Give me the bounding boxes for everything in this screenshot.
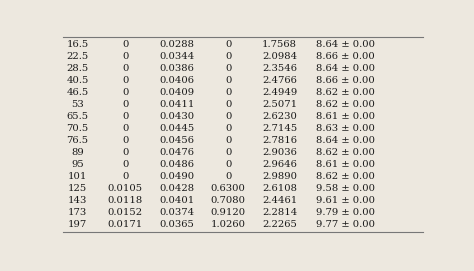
Text: 0.0486: 0.0486	[159, 160, 194, 169]
Text: 0.0456: 0.0456	[159, 136, 194, 145]
Text: 0.0406: 0.0406	[159, 76, 194, 85]
Text: 0.0152: 0.0152	[108, 208, 143, 217]
Text: 0.0344: 0.0344	[159, 52, 194, 61]
Text: 2.0984: 2.0984	[262, 52, 297, 61]
Text: 16.5: 16.5	[66, 40, 89, 49]
Text: 65.5: 65.5	[66, 112, 89, 121]
Text: 9.61 ± 0.00: 9.61 ± 0.00	[316, 196, 375, 205]
Text: 2.4949: 2.4949	[262, 88, 297, 97]
Text: 0.0386: 0.0386	[159, 64, 194, 73]
Text: 0: 0	[225, 124, 231, 133]
Text: 9.79 ± 0.00: 9.79 ± 0.00	[316, 208, 375, 217]
Text: 2.9646: 2.9646	[262, 160, 297, 169]
Text: 2.4766: 2.4766	[262, 76, 297, 85]
Text: 8.64 ± 0.00: 8.64 ± 0.00	[316, 64, 375, 73]
Text: 0.7080: 0.7080	[211, 196, 246, 205]
Text: 0: 0	[122, 52, 128, 61]
Text: 1.0260: 1.0260	[211, 220, 246, 229]
Text: 2.7816: 2.7816	[262, 136, 297, 145]
Text: 8.63 ± 0.00: 8.63 ± 0.00	[316, 124, 375, 133]
Text: 28.5: 28.5	[66, 64, 89, 73]
Text: 0.0171: 0.0171	[108, 220, 143, 229]
Text: 0: 0	[122, 148, 128, 157]
Text: 0: 0	[122, 40, 128, 49]
Text: 9.58 ± 0.00: 9.58 ± 0.00	[316, 184, 375, 193]
Text: 9.77 ± 0.00: 9.77 ± 0.00	[316, 220, 375, 229]
Text: 95: 95	[71, 160, 84, 169]
Text: 2.4461: 2.4461	[262, 196, 297, 205]
Text: 0: 0	[225, 100, 231, 109]
Text: 173: 173	[68, 208, 87, 217]
Text: 125: 125	[68, 184, 87, 193]
Text: 0: 0	[122, 64, 128, 73]
Text: 0.0288: 0.0288	[159, 40, 194, 49]
Text: 0: 0	[225, 88, 231, 97]
Text: 0: 0	[122, 112, 128, 121]
Text: 0.0428: 0.0428	[159, 184, 194, 193]
Text: 40.5: 40.5	[66, 76, 89, 85]
Text: 2.2814: 2.2814	[262, 208, 297, 217]
Text: 0: 0	[122, 160, 128, 169]
Text: 2.2265: 2.2265	[262, 220, 297, 229]
Text: 46.5: 46.5	[66, 88, 89, 97]
Text: 0: 0	[225, 160, 231, 169]
Text: 0.0490: 0.0490	[159, 172, 194, 181]
Text: 143: 143	[68, 196, 87, 205]
Text: 0: 0	[122, 172, 128, 181]
Text: 2.5071: 2.5071	[262, 100, 297, 109]
Text: 8.62 ± 0.00: 8.62 ± 0.00	[316, 148, 375, 157]
Text: 0.0411: 0.0411	[159, 100, 194, 109]
Text: 0: 0	[122, 136, 128, 145]
Text: 8.62 ± 0.00: 8.62 ± 0.00	[316, 172, 375, 181]
Text: 1.7568: 1.7568	[262, 40, 297, 49]
Text: 0.0409: 0.0409	[159, 88, 194, 97]
Text: 0: 0	[122, 76, 128, 85]
Text: 0.9120: 0.9120	[210, 208, 246, 217]
Text: 0.0105: 0.0105	[108, 184, 143, 193]
Text: 89: 89	[71, 148, 84, 157]
Text: 0: 0	[122, 88, 128, 97]
Text: 2.6230: 2.6230	[262, 112, 297, 121]
Text: 0.0445: 0.0445	[159, 124, 194, 133]
Text: 0: 0	[225, 64, 231, 73]
Text: 0: 0	[225, 40, 231, 49]
Text: 0: 0	[225, 172, 231, 181]
Text: 0.0374: 0.0374	[159, 208, 194, 217]
Text: 0: 0	[122, 100, 128, 109]
Text: 53: 53	[71, 100, 84, 109]
Text: 76.5: 76.5	[66, 136, 89, 145]
Text: 8.61 ± 0.00: 8.61 ± 0.00	[316, 160, 375, 169]
Text: 2.3546: 2.3546	[262, 64, 297, 73]
Text: 0: 0	[225, 148, 231, 157]
Text: 8.66 ± 0.00: 8.66 ± 0.00	[317, 52, 375, 61]
Text: 197: 197	[68, 220, 87, 229]
Text: 8.62 ± 0.00: 8.62 ± 0.00	[316, 100, 375, 109]
Text: 8.64 ± 0.00: 8.64 ± 0.00	[316, 136, 375, 145]
Text: 70.5: 70.5	[66, 124, 89, 133]
Text: 2.6108: 2.6108	[262, 184, 297, 193]
Text: 8.64 ± 0.00: 8.64 ± 0.00	[316, 40, 375, 49]
Text: 0.0476: 0.0476	[159, 148, 194, 157]
Text: 0: 0	[225, 136, 231, 145]
Text: 0.0430: 0.0430	[159, 112, 194, 121]
Text: 0.0401: 0.0401	[159, 196, 194, 205]
Text: 2.9036: 2.9036	[262, 148, 297, 157]
Text: 8.62 ± 0.00: 8.62 ± 0.00	[316, 88, 375, 97]
Text: 0: 0	[225, 76, 231, 85]
Text: 8.66 ± 0.00: 8.66 ± 0.00	[317, 76, 375, 85]
Text: 0: 0	[122, 124, 128, 133]
Text: 0.0365: 0.0365	[159, 220, 194, 229]
Text: 101: 101	[68, 172, 87, 181]
Text: 2.7145: 2.7145	[262, 124, 297, 133]
Text: 0: 0	[225, 52, 231, 61]
Text: 0.0118: 0.0118	[108, 196, 143, 205]
Text: 22.5: 22.5	[66, 52, 89, 61]
Text: 0.6300: 0.6300	[211, 184, 246, 193]
Text: 2.9890: 2.9890	[262, 172, 297, 181]
Text: 0: 0	[225, 112, 231, 121]
Text: 8.61 ± 0.00: 8.61 ± 0.00	[316, 112, 375, 121]
